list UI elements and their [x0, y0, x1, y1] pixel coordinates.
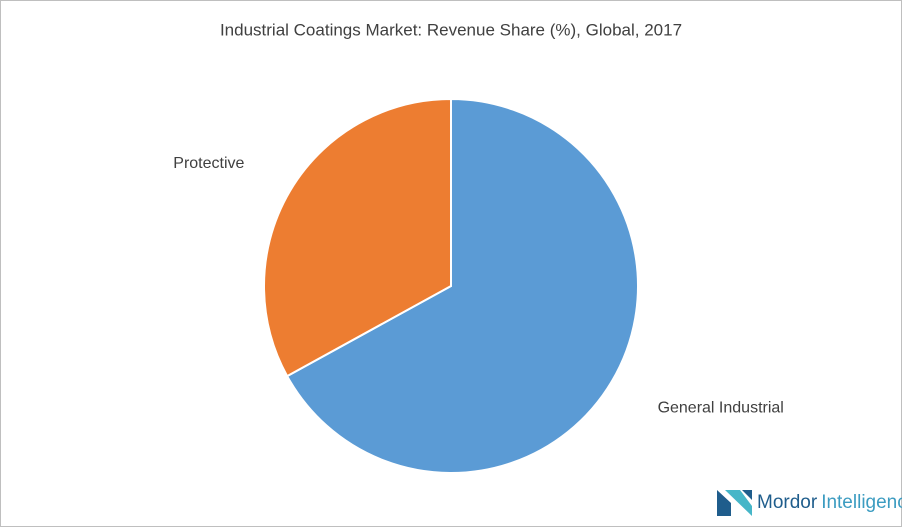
- logo-text: MordorIntelligence: [757, 492, 902, 513]
- slice-label: Protective: [173, 155, 244, 172]
- pie-slice: [285, 97, 639, 474]
- logo: MordorIntelligence: [717, 490, 902, 516]
- slice-label: General Industrial: [658, 399, 784, 416]
- logo-brand: Mordor: [757, 492, 818, 513]
- chart-title: Industrial Coatings Market: Revenue Shar…: [220, 20, 682, 39]
- pie-slice: [263, 97, 452, 378]
- logo-shape: [725, 490, 752, 516]
- logo-suffix: Intelligence: [821, 492, 902, 513]
- logo-shape: [742, 490, 752, 500]
- logo-shape: [717, 490, 731, 516]
